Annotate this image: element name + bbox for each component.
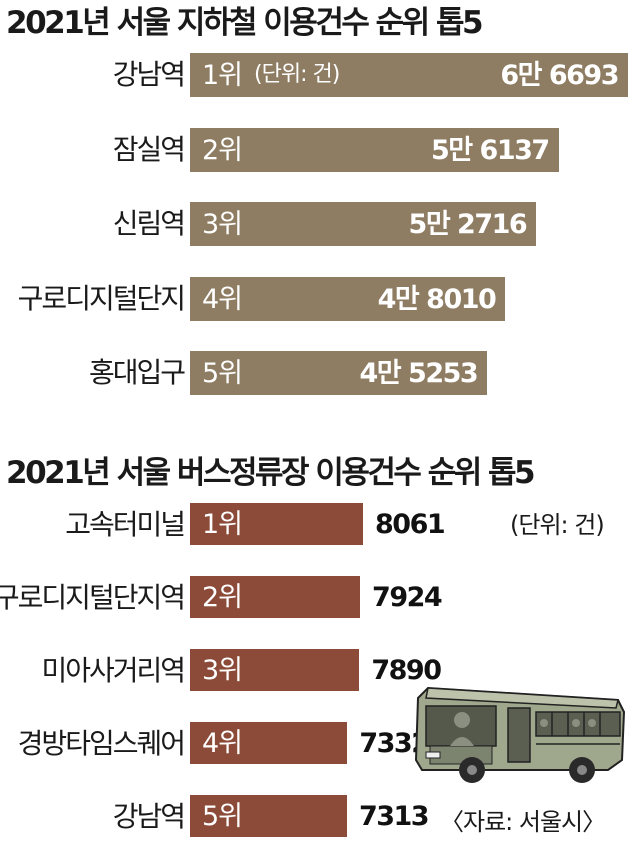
rank-label: 5위 (202, 801, 243, 832)
bar (190, 202, 537, 246)
bus-chart-title: 2021년 서울 버스정류장 이용건수 순위 톱5 (6, 455, 536, 491)
source-note: 〈자료: 서울시〉 (440, 808, 606, 836)
rank-label: 5위 (202, 358, 243, 389)
value-label: 5만 6137 (431, 134, 550, 166)
subway-chart-title: 2021년 서울 지하철 이용건수 순위 톱5 (6, 5, 484, 41)
category-label: 강남역 (112, 58, 186, 91)
value-label: 4만 8010 (377, 283, 497, 315)
unit-label: (단위: 건) (254, 62, 340, 87)
category-label: 고속터미널 (65, 508, 186, 541)
value-label: 7924 (372, 582, 443, 613)
bar (190, 576, 361, 618)
category-label: 미아사거리역 (41, 654, 186, 687)
category-label: 경방타임스퀘어 (17, 727, 186, 760)
rank-label: 3위 (202, 655, 243, 686)
bar (190, 795, 347, 837)
category-label: 강남역 (112, 800, 186, 833)
bar (190, 503, 363, 545)
value-label: 8061 (375, 509, 446, 540)
bar (190, 722, 348, 764)
rank-label: 4위 (202, 283, 243, 315)
bus-icon (414, 686, 626, 783)
rank-label: 1위 (202, 509, 243, 540)
rank-label: 4위 (202, 728, 243, 759)
value-label: 6만 6693 (500, 60, 619, 91)
rank-label: 2위 (202, 582, 243, 613)
category-label: 구로디지털단지역 (0, 581, 186, 614)
rank-label: 2위 (202, 134, 243, 166)
value-label: 5만 2716 (408, 209, 528, 240)
bar (190, 276, 506, 321)
bar (190, 351, 488, 395)
bar (190, 649, 360, 691)
rank-label: 1위 (202, 60, 243, 91)
value-label: 4만 5253 (359, 358, 479, 389)
bar (190, 127, 559, 172)
value-label: 7313 (358, 801, 430, 832)
bus-unit-label: (단위: 건) (510, 511, 605, 539)
rank-label: 3위 (202, 209, 243, 240)
value-label: 7890 (371, 655, 442, 686)
category-label: 구로디지털단지 (17, 281, 186, 315)
bar (190, 53, 628, 97)
category-label: 잠실역 (112, 132, 186, 166)
category-label: 신림역 (112, 207, 186, 240)
category-label: 홍대입구 (88, 356, 186, 389)
